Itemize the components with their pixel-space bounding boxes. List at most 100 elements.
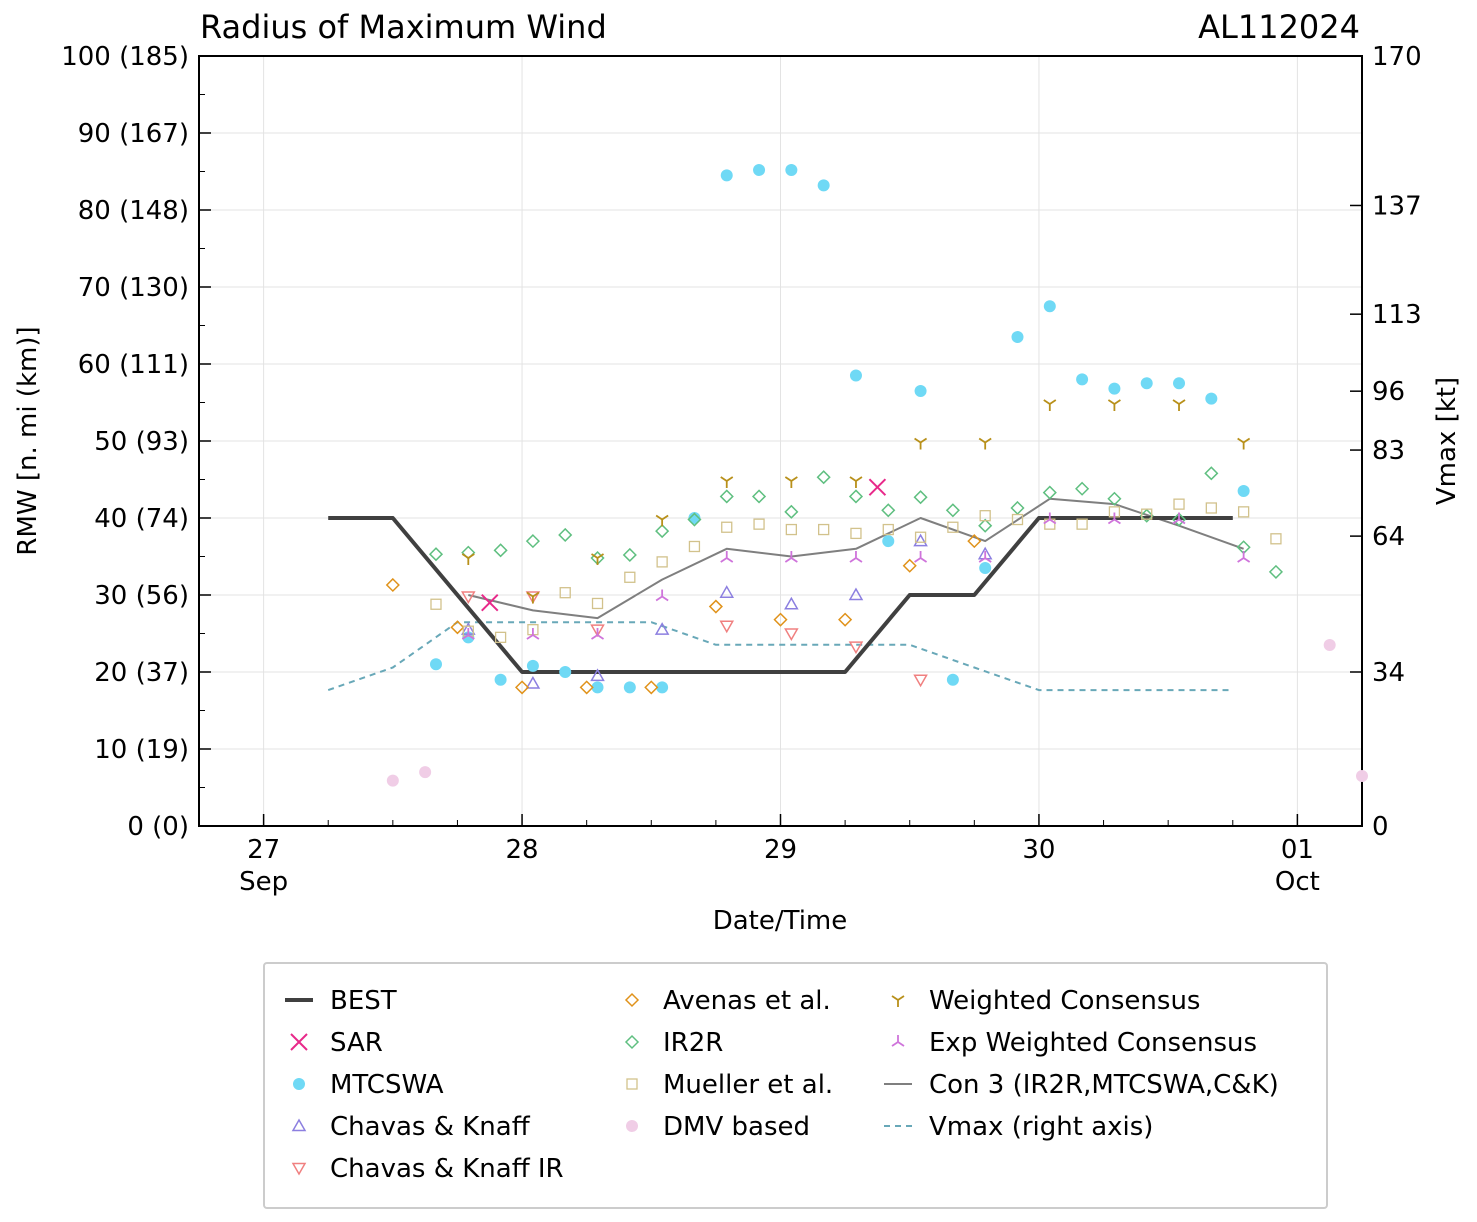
best-line xyxy=(328,516,1233,674)
exp-weighted-consensus-point xyxy=(914,551,928,563)
mueller-et-al-point xyxy=(1011,513,1024,526)
ir2r-point xyxy=(881,503,896,518)
mtcswa-point xyxy=(946,673,959,686)
exp-weighted-consensus-point xyxy=(655,589,669,602)
legend-label: Chavas & Knaff IR xyxy=(330,1154,564,1184)
y-tick-label: 80 (148) xyxy=(78,196,189,226)
x-tick-label: 29 xyxy=(764,835,797,865)
plot-frame xyxy=(198,55,1363,827)
weighted-consensus-point xyxy=(1107,399,1121,412)
mtcswa-point xyxy=(753,163,766,176)
mtcswa-point xyxy=(1173,377,1186,390)
chavas-knaff-ir-series xyxy=(461,591,928,688)
ir2r-point xyxy=(719,489,734,504)
y-tick-label: 10 (19) xyxy=(94,735,189,765)
weighted-consensus-point xyxy=(655,514,669,527)
weighted-consensus-point xyxy=(526,591,540,604)
chavas-knaff-point xyxy=(525,676,541,689)
legend-label: IR2R xyxy=(663,1028,723,1058)
mueller-et-al-point xyxy=(914,531,927,543)
dmv-based-point xyxy=(1356,769,1368,782)
legend-label: Mueller et al. xyxy=(663,1070,833,1100)
mueller-et-al-point xyxy=(624,571,636,583)
ir2r-point xyxy=(1268,564,1284,579)
avenas-et-al-point xyxy=(708,599,723,614)
y2-tick-label: 137 xyxy=(1372,191,1422,221)
x-tick-month-label: Sep xyxy=(239,867,288,897)
ir2r-point xyxy=(913,490,928,505)
y2-tick-label: 113 xyxy=(1372,300,1422,330)
legend-label: Vmax (right axis) xyxy=(929,1112,1153,1142)
data-marks xyxy=(327,163,1368,787)
legend-label: Exp Weighted Consensus xyxy=(929,1028,1257,1058)
mtcswa-point xyxy=(849,369,862,382)
y2-tick-label: 0 xyxy=(1372,812,1389,842)
mtcswa-point xyxy=(526,659,539,672)
mtcswa-point xyxy=(559,666,572,678)
y-tick-label: 60 (111) xyxy=(78,350,189,380)
legend-item-sar: SAR xyxy=(290,1028,383,1058)
legend-item-avenas-et-al: Avenas et al. xyxy=(624,986,831,1016)
mueller-et-al-point xyxy=(1270,533,1282,545)
mtcswa-point xyxy=(1043,300,1056,313)
mueller-et-al-point xyxy=(1173,498,1185,510)
legend-item-ir2r: IR2R xyxy=(624,1028,723,1058)
ir2r-point xyxy=(655,524,670,539)
exp-weighted-consensus-point xyxy=(720,551,734,563)
y-tick-label: 0 (0) xyxy=(127,812,189,842)
y-axis-label: RMW [n. mi (km)] xyxy=(13,326,43,555)
ir2r-point xyxy=(493,543,508,558)
legend-label: Avenas et al. xyxy=(663,986,831,1016)
mtcswa-point xyxy=(979,562,992,575)
chavas-knaff-point xyxy=(848,587,864,601)
mueller-et-al-point xyxy=(462,625,474,637)
mueller-et-al-point xyxy=(1076,518,1088,530)
sar-point xyxy=(868,478,887,496)
exp-weighted-consensus-point xyxy=(1043,512,1057,525)
legend-item-best: BEST xyxy=(285,986,397,1016)
x-tick-label: 30 xyxy=(1022,835,1055,865)
legend-item-chavas-knaff: Chavas & Knaff xyxy=(291,1112,531,1142)
storm-id: AL112024 xyxy=(1198,8,1360,46)
legend-item-con-3-ir2r-mtcswa-c-k: Con 3 (IR2R,MTCSWA,C&K) xyxy=(884,1070,1279,1100)
avenas-et-al-point xyxy=(838,612,853,627)
ir2r-point xyxy=(687,512,702,527)
legend-swatch xyxy=(891,1035,905,1047)
weighted-consensus-point xyxy=(591,553,605,566)
legend-item-dmv-based: DMV based xyxy=(626,1112,810,1142)
weighted-consensus-point xyxy=(720,476,734,489)
exp-weighted-consensus-point xyxy=(784,551,798,563)
legend-swatch xyxy=(293,1078,305,1090)
mtcswa-point xyxy=(656,681,669,694)
legend-label: MTCSWA xyxy=(330,1070,444,1100)
mueller-et-al-point xyxy=(559,587,571,599)
dmv-based-point xyxy=(419,766,432,779)
exp-weighted-consensus-point xyxy=(591,628,605,640)
legend-item-chavas-knaff-ir: Chavas & Knaff IR xyxy=(291,1154,564,1184)
mtcswa-point xyxy=(1140,377,1153,390)
avenas-et-al-series xyxy=(385,534,982,695)
sar-series xyxy=(481,478,887,612)
legend-label: Con 3 (IR2R,MTCSWA,C&K) xyxy=(929,1070,1279,1100)
ir2r-point xyxy=(622,547,637,563)
mueller-et-al-point xyxy=(785,523,798,536)
y2-tick-label: 83 xyxy=(1372,436,1405,466)
chavas-knaff-ir-point xyxy=(719,620,735,634)
mtcswa-point xyxy=(1108,382,1121,395)
ir2r-point xyxy=(1204,466,1219,481)
weighted-consensus-point xyxy=(1172,399,1186,412)
ir2r-point xyxy=(751,489,767,504)
chart-title: Radius of Maximum Wind xyxy=(200,8,607,46)
legend-label: SAR xyxy=(330,1028,383,1058)
ir2r-point xyxy=(816,470,831,485)
mueller-et-al-point xyxy=(591,597,604,610)
ir2r-point xyxy=(525,534,540,549)
mueller-et-al-point xyxy=(1237,506,1250,518)
exp-weighted-consensus-point xyxy=(1107,512,1121,525)
mueller-et-al-point xyxy=(688,540,701,553)
ir2r-point xyxy=(1171,512,1187,527)
avenas-et-al-point xyxy=(902,558,917,573)
x-axis-label: Date/Time xyxy=(713,906,848,936)
x-tick-label: 01 xyxy=(1281,835,1314,865)
